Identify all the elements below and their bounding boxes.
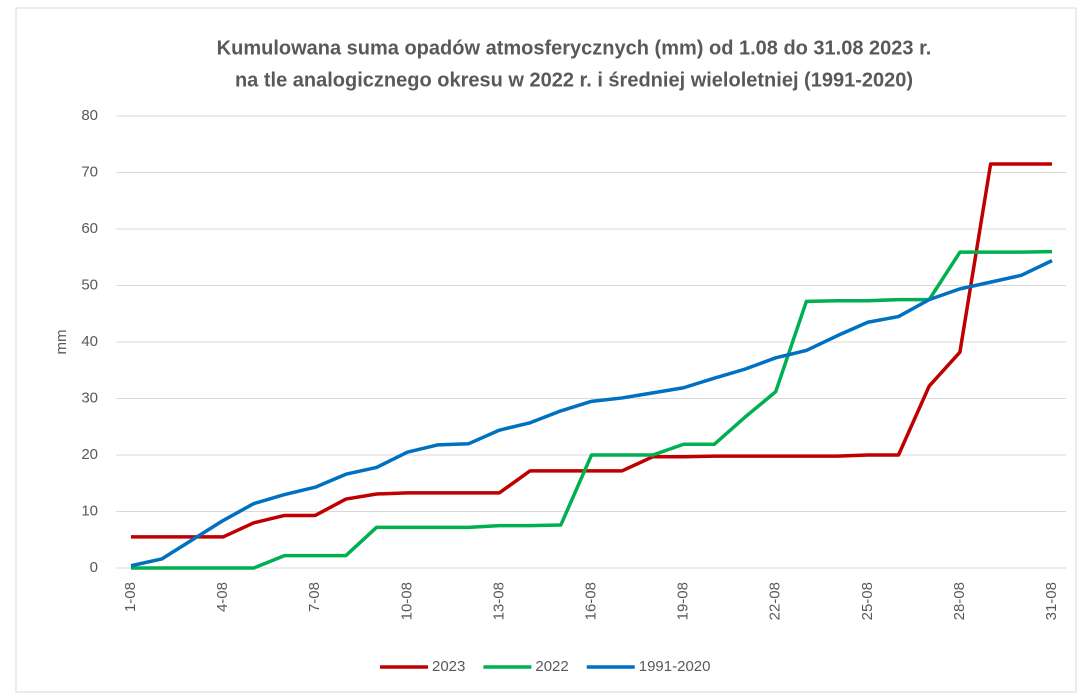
y-tick-label: 10 xyxy=(81,502,98,519)
y-tick-label: 20 xyxy=(81,446,98,463)
x-tick-label: 28-08 xyxy=(951,582,968,620)
chart-frame xyxy=(15,7,1077,693)
y-tick-label: 50 xyxy=(81,276,98,293)
y-tick-label: 60 xyxy=(81,220,98,237)
x-tick-label: 31-08 xyxy=(1043,582,1060,620)
y-axis-label: mm xyxy=(53,330,70,355)
y-tick-label: 80 xyxy=(81,107,98,124)
y-tick-label: 0 xyxy=(90,559,98,576)
series-line xyxy=(131,162,1052,539)
x-tick-label: 1-08 xyxy=(122,582,139,612)
x-tick-label: 10-08 xyxy=(398,582,415,620)
x-tick-label: 13-08 xyxy=(490,582,507,620)
series-line xyxy=(130,259,1053,568)
y-tick-label: 40 xyxy=(81,333,98,350)
y-tick-label: 30 xyxy=(81,389,98,406)
x-tick-label: 25-08 xyxy=(859,582,876,620)
x-tick-label: 4-08 xyxy=(214,582,231,612)
x-tick-label: 19-08 xyxy=(675,582,692,620)
legend-label: 2022 xyxy=(535,658,568,675)
y-tick-label: 70 xyxy=(81,163,98,180)
x-tick-label: 16-08 xyxy=(582,582,599,620)
x-tick-label: 22-08 xyxy=(767,582,784,620)
x-tick-label: 7-08 xyxy=(306,582,323,612)
series-line xyxy=(131,249,1053,570)
chart-title: na tle analogicznego okresu w 2022 r. i … xyxy=(235,69,913,91)
legend-label: 2023 xyxy=(432,658,465,675)
chart-title: Kumulowana suma opadów atmosferycznych (… xyxy=(217,37,932,59)
legend-label: 1991-2020 xyxy=(639,658,711,675)
